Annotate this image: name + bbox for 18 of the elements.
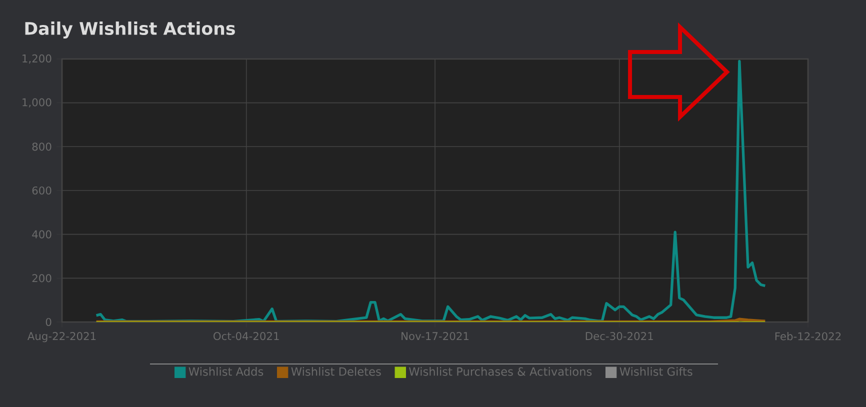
y-tick-label: 200 — [32, 274, 52, 282]
legend-label: Wishlist Gifts — [620, 367, 692, 376]
y-tick-label: 800 — [32, 142, 52, 151]
legend-label: Wishlist Adds — [188, 367, 264, 376]
x-tick-label: Oct-04-2021 — [214, 332, 279, 340]
y-tick-label: 1,200 — [22, 54, 52, 64]
y-tick-label: 600 — [32, 186, 52, 195]
y-tick-label: 1,000 — [22, 98, 52, 108]
y-tick-label: 0 — [46, 318, 52, 326]
x-tick-label: Nov-17-2021 — [402, 332, 468, 340]
legend-label: Wishlist Purchases & Activations — [409, 367, 592, 376]
x-tick-label: Dec-30-2021 — [586, 332, 653, 340]
line-series — [94, 60, 766, 322]
x-tick-label: Feb-12-2022 — [775, 332, 841, 340]
x-tick-label: Aug-22-2021 — [27, 332, 96, 342]
chart-title: Daily Wishlist Actions — [25, 22, 235, 38]
legend-label: Wishlist Deletes — [291, 367, 381, 376]
y-tick-label: 400 — [32, 230, 52, 238]
